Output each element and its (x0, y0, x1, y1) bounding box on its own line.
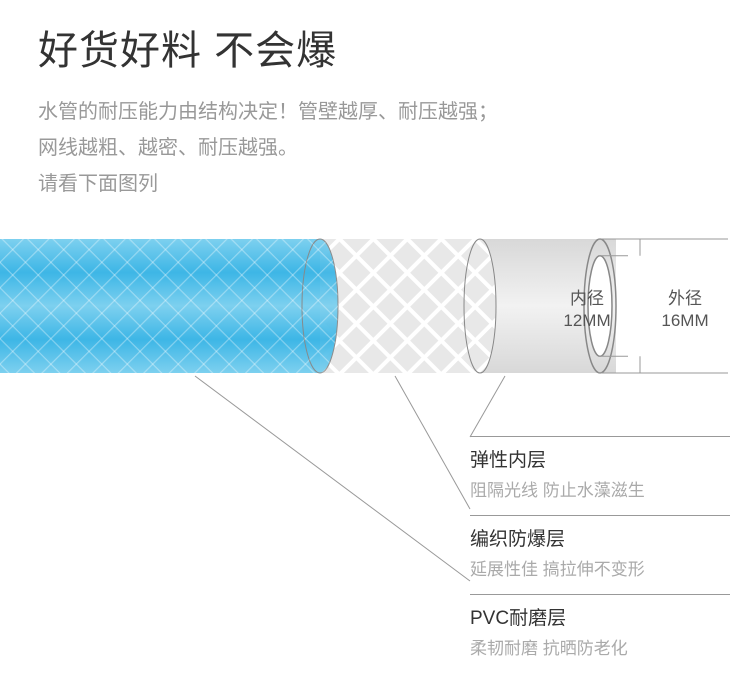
leader-lines (0, 0, 750, 629)
layer-desc: 柔韧耐磨 抗晒防老化 (470, 634, 730, 659)
